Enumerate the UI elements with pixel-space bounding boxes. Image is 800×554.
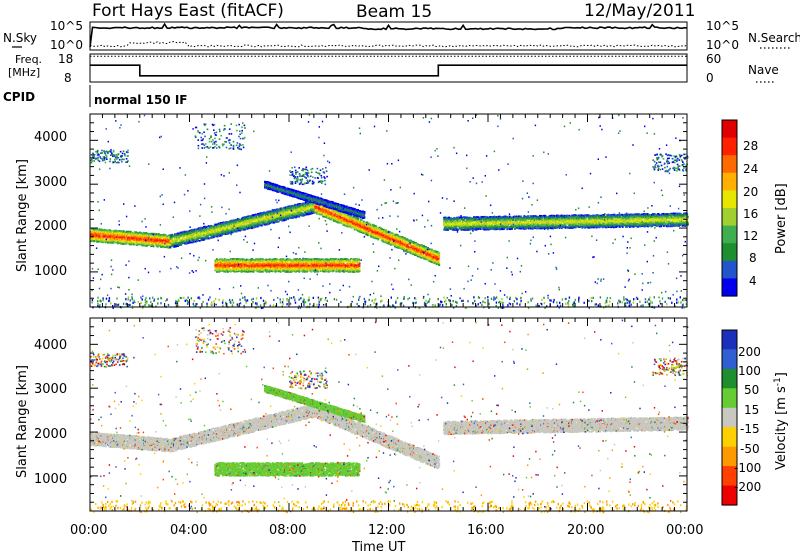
plot-title: Fort Hays East (fitACF) bbox=[92, 1, 284, 21]
freq-label-line1: Freq. bbox=[15, 53, 42, 66]
nave-tick-top: 60 bbox=[706, 52, 721, 66]
noise-tick-right-bottom: 10^0 bbox=[706, 38, 739, 52]
nave-tick-bottom: 0 bbox=[706, 71, 714, 85]
date-label: 12/May/2011 bbox=[584, 1, 696, 21]
xtick-1200: 12:00 bbox=[368, 523, 405, 538]
vel-ytick-4000: 4000 bbox=[34, 338, 67, 353]
noise-search-line bbox=[90, 42, 687, 47]
power-ytick-1000: 1000 bbox=[34, 264, 67, 279]
power-ytick-4000: 4000 bbox=[34, 130, 67, 145]
power-cbar-tick-20: 20 bbox=[743, 185, 758, 199]
freq-panel-frame bbox=[90, 54, 687, 82]
power-cbar-tick-8: 8 bbox=[749, 251, 757, 265]
vel-cbar-tick-50: 50 bbox=[744, 383, 759, 397]
nave-label: Nave bbox=[748, 63, 779, 77]
freq-label-line2: [MHz] bbox=[8, 66, 40, 79]
xtick-0000: 00:00 bbox=[70, 523, 107, 538]
vel-ytick-3000: 3000 bbox=[34, 382, 67, 397]
power-cbar-tick-16: 16 bbox=[743, 207, 758, 221]
vel-cbar-tick-100: 100 bbox=[738, 364, 761, 378]
vel-cbar-tick-m100: -100 bbox=[734, 461, 761, 475]
noise-left-label: N.Sky bbox=[3, 31, 37, 45]
noise-tick-right-top: 10^5 bbox=[706, 19, 739, 33]
freq-line bbox=[90, 65, 687, 76]
power-cbar-tick-28: 28 bbox=[743, 139, 758, 153]
power-cbar-tick-24: 24 bbox=[743, 162, 758, 176]
freq-tick-bottom: 8 bbox=[64, 71, 72, 85]
noise-sky-line bbox=[90, 24, 687, 47]
power-cbar-label: Power [dB] bbox=[774, 183, 789, 254]
power-cbar-tick-12: 12 bbox=[743, 229, 758, 243]
power-ytick-3000: 3000 bbox=[34, 175, 67, 190]
noise-right-label: N.Search bbox=[748, 31, 800, 45]
power-panel-bg bbox=[90, 114, 687, 307]
vel-ytick-2000: 2000 bbox=[34, 427, 67, 442]
xaxis-label: Time UT bbox=[351, 540, 405, 554]
cpid-label: CPID bbox=[3, 90, 35, 104]
cpid-mode: normal 150 IF bbox=[94, 93, 188, 107]
xtick-2400: 00:00 bbox=[666, 523, 703, 538]
noise-tick-left-top: 10^5 bbox=[50, 19, 83, 33]
noise-tick-left-bottom: 10^0 bbox=[50, 38, 83, 52]
vel-ytick-1000: 1000 bbox=[34, 472, 67, 487]
vel-cbar-tick-m50: -50 bbox=[740, 442, 760, 456]
vel-cbar-tick-15: 15 bbox=[744, 403, 759, 417]
xtick-1600: 16:00 bbox=[467, 523, 504, 538]
freq-tick-top: 18 bbox=[58, 52, 73, 66]
beam-label: Beam 15 bbox=[356, 2, 432, 22]
vel-cbar-label: Velocity [m s-1] bbox=[773, 372, 789, 470]
xtick-0400: 04:00 bbox=[170, 523, 207, 538]
xtick-2000: 20:00 bbox=[567, 523, 604, 538]
vel-cbar-tick-200: 200 bbox=[738, 345, 761, 359]
vel-cbar-tick-m15: -15 bbox=[740, 422, 760, 436]
velocity-ylabel: Slant Range [km] bbox=[15, 365, 30, 478]
xtick-0800: 08:00 bbox=[269, 523, 306, 538]
power-colorbar bbox=[722, 120, 737, 297]
power-ytick-2000: 2000 bbox=[34, 219, 67, 234]
vel-cbar-tick-m200: -200 bbox=[734, 480, 761, 494]
power-cbar-tick-4: 4 bbox=[749, 274, 757, 288]
power-ylabel: Slant Range [km] bbox=[15, 159, 30, 272]
